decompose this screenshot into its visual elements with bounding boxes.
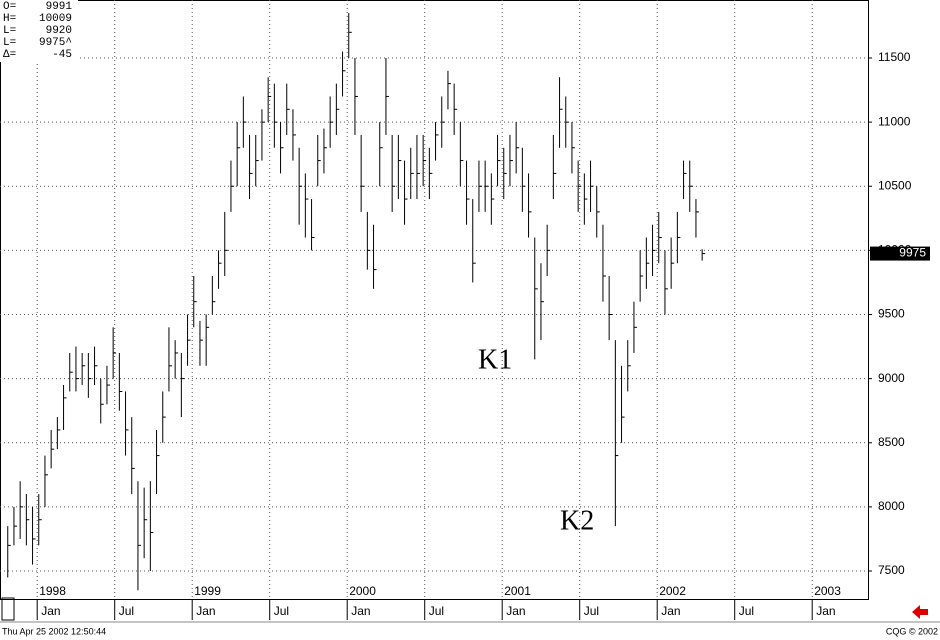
x-tick-label: Jan — [41, 604, 60, 618]
y-tick-label: 11500 — [878, 50, 911, 64]
info-key: O= — [3, 1, 16, 13]
footer-left: Thu Apr 25 2002 12:50:44 — [2, 626, 106, 636]
x-tick-label: Jan — [661, 604, 680, 618]
y-tick-label: 9000 — [878, 371, 905, 385]
info-key: L= — [3, 37, 16, 49]
info-value: 9991 — [46, 1, 73, 13]
annotation: K1 — [478, 344, 512, 375]
info-value: 9975^ — [39, 37, 72, 49]
x-tick-label: Jul — [274, 604, 289, 618]
year-label: 2002 — [659, 584, 686, 598]
info-key: L= — [3, 25, 16, 37]
year-label: 1999 — [194, 584, 221, 598]
year-label: 1998 — [39, 584, 66, 598]
info-value: 10009 — [39, 13, 72, 25]
info-value: 9920 — [46, 25, 72, 37]
y-tick-label: 10500 — [878, 178, 912, 192]
x-tick-label: Jul — [119, 604, 134, 618]
y-tick-label: 11000 — [878, 114, 911, 128]
info-box — [0, 0, 78, 62]
year-label: 2003 — [814, 584, 841, 598]
x-tick-label: Jan — [816, 604, 835, 618]
y-tick-label: 8500 — [878, 435, 905, 449]
info-key: H= — [3, 13, 16, 25]
x-tick-label: Jul — [429, 604, 444, 618]
footer-right: CQG © 2002 — [886, 626, 938, 636]
y-tick-label: 7500 — [878, 563, 905, 577]
scroll-marker — [1, 597, 15, 621]
annotation: K2 — [560, 505, 594, 536]
x-tick-label: Jan — [196, 604, 215, 618]
x-tick-label: Jan — [506, 604, 525, 618]
x-tick-label: Jul — [739, 604, 754, 618]
scroll-arrow[interactable] — [912, 605, 928, 619]
year-label: 2000 — [349, 584, 376, 598]
year-label: 2001 — [504, 584, 531, 598]
y-tick-label: 8000 — [878, 499, 905, 513]
last-price-label: 9975 — [899, 246, 926, 260]
info-key: Δ= — [3, 49, 16, 61]
last-price-tag — [870, 246, 930, 261]
x-tick-label: Jul — [584, 604, 599, 618]
x-tick-label: Jan — [351, 604, 370, 618]
plot-frame — [0, 0, 869, 600]
y-tick-label: 9500 — [878, 307, 905, 321]
info-value: -45 — [52, 49, 72, 61]
